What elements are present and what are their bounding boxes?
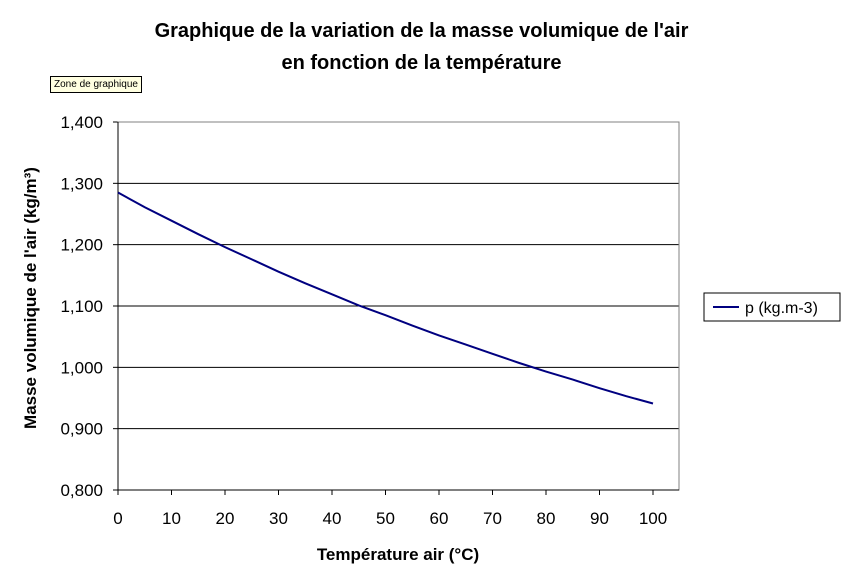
chart-title-line2: en fonction de la température (281, 52, 562, 74)
y-tick-label: 1,300 (60, 174, 103, 193)
axes (117, 122, 679, 495)
y-tick-labels: 0,800 0,900 1,000 1,100 1,200 1,300 1,400 (60, 113, 103, 500)
gridlines (113, 121, 679, 491)
y-tick-label: 1,100 (60, 297, 103, 316)
legend[interactable]: p (kg.m-3) (703, 292, 841, 322)
x-axis-title: Température air (°C) (317, 545, 479, 564)
x-tick-label: 30 (269, 509, 288, 528)
x-tick-label: 80 (537, 509, 556, 528)
x-tick-label: 60 (430, 509, 449, 528)
x-tick-label: 70 (483, 509, 502, 528)
legend-label: p (kg.m-3) (745, 300, 818, 317)
x-tick-label: 100 (639, 509, 667, 528)
x-tick-label: 40 (323, 509, 342, 528)
y-tick-label: 0,800 (60, 481, 103, 500)
y-tick-label: 1,200 (60, 236, 103, 255)
x-tick-label: 10 (162, 509, 181, 528)
series-line (117, 191, 654, 405)
y-tick-label: 1,000 (60, 358, 103, 377)
y-tick-label: 0,900 (60, 420, 103, 439)
y-tick-label: 1,400 (60, 113, 103, 132)
x-tick-labels: 0 10 20 30 40 50 60 70 80 90 100 (113, 509, 667, 528)
x-tick-label: 90 (590, 509, 609, 528)
x-tick-label: 50 (376, 509, 395, 528)
y-axis-title: Masse volumique de l'air (kg/m³) (21, 167, 40, 429)
chart-area-tooltip: Zone de graphique (50, 76, 142, 93)
chart-title: Graphique de la variation de la masse vo… (154, 20, 689, 42)
x-tick-label: 20 (216, 509, 235, 528)
x-tick-label: 0 (113, 509, 122, 528)
